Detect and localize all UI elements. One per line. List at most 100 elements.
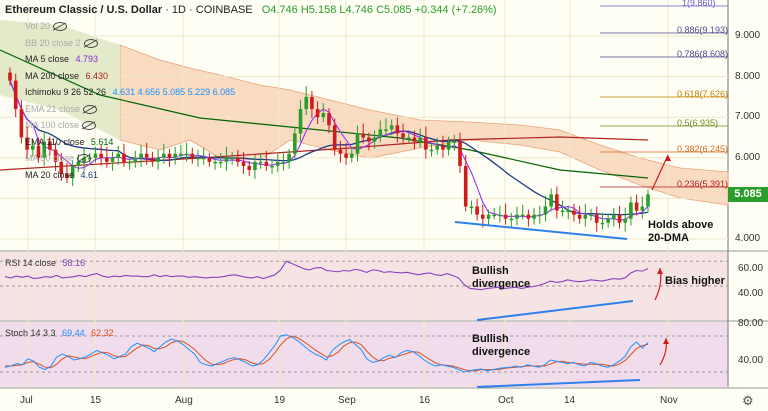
indicator-legend-row[interactable]: Vol 20	[25, 20, 68, 32]
price-tick: 9.000	[735, 30, 761, 41]
time-tick: Nov	[660, 395, 678, 406]
candle-body	[634, 202, 639, 211]
settings-gear-icon[interactable]: ⚙	[742, 393, 754, 408]
fib-label: 0.236(5.391)	[677, 179, 729, 189]
candle-body	[65, 174, 69, 179]
candle-body	[59, 161, 64, 175]
candle-body	[612, 214, 616, 219]
rsi-legend: RSI 14 close 58.16	[5, 257, 85, 269]
indicator-legend-row[interactable]: BB 20 close 2	[25, 37, 98, 49]
fib-label: 0.382(6.245)	[677, 144, 729, 154]
candle-body	[509, 218, 514, 221]
candle-body	[53, 149, 58, 162]
candle-body	[640, 206, 645, 211]
candle-body	[293, 133, 297, 154]
rsi-line	[4, 260, 649, 291]
indicator-legend-row[interactable]: EMA 110 close 5.614	[25, 136, 113, 148]
indicator-legend-row[interactable]: MA 200 close 6.430	[25, 70, 108, 82]
candle-body	[150, 157, 155, 162]
candle-body	[617, 214, 622, 223]
indicator-label: MA 50 close	[25, 153, 75, 163]
candle-body	[133, 157, 138, 162]
indicator-label: MA 5 close	[25, 54, 70, 64]
hidden-eye-icon[interactable]	[83, 38, 98, 48]
candle-body	[173, 153, 177, 158]
candle-body	[594, 214, 599, 223]
hidden-eye-icon[interactable]	[53, 22, 68, 32]
candle-body	[503, 214, 508, 219]
rsi-value: 58.16	[62, 258, 86, 268]
time-tick: Oct	[498, 395, 514, 406]
rsi-label: RSI 14 close	[5, 258, 57, 268]
hidden-eye-icon[interactable]	[83, 104, 98, 114]
candle-body	[475, 206, 479, 215]
candle-body	[367, 137, 371, 142]
candle-body	[156, 157, 160, 162]
hidden-eye-icon[interactable]	[77, 154, 92, 164]
candle-body	[236, 157, 240, 162]
rsi-bullish-divergence-label: Bullish divergence	[472, 265, 531, 290]
fib-label: 0.886(9.193)	[677, 25, 729, 35]
candle-body	[395, 125, 400, 134]
chart-header: Ethereum Classic / U.S. Dollar · 1D · CO…	[5, 4, 497, 16]
candle-body	[298, 109, 303, 134]
price-tick: 4.000	[735, 233, 761, 244]
candle-body	[8, 72, 12, 81]
candle-body	[30, 145, 35, 150]
candle-body	[401, 133, 405, 138]
indicator-label: MA 200 close	[25, 70, 80, 81]
candle-body	[355, 133, 360, 154]
ohlc-values: O4.746 H5.158 L4.746 C5.085 +0.344 (+7.2…	[261, 4, 497, 16]
indicator-legend-row[interactable]: Ichimoku 9 26 52 26 4.631 4.656 5.085 5.…	[25, 86, 235, 98]
indicator-label: Ichimoku 9 26 52 26	[25, 87, 107, 97]
candle-body	[144, 153, 149, 158]
candle-body	[543, 206, 548, 215]
hidden-eye-icon[interactable]	[82, 121, 97, 131]
bias-higher-label: Bias higher	[665, 275, 725, 287]
time-tick: 15	[90, 395, 102, 406]
candle-body	[583, 214, 588, 219]
time-tick: 14	[564, 395, 576, 406]
candle-body	[446, 141, 451, 150]
candle-body	[452, 141, 457, 144]
candle-body	[139, 153, 143, 158]
candle-body	[105, 157, 109, 162]
indicator-legend-row[interactable]: MA 50 close	[25, 152, 92, 164]
holds-annotation: Holds above 20-DMA	[648, 219, 714, 244]
stoch-d-value: 62.32	[91, 328, 114, 338]
candle-body	[327, 113, 331, 126]
indicator-legend-row[interactable]: MA 5 close 4.793	[25, 53, 98, 65]
candle-body	[600, 222, 605, 225]
stoch-label: Stoch 14 3 3	[5, 328, 56, 338]
interval[interactable]: 1D	[171, 4, 186, 16]
candle-body	[70, 165, 75, 179]
candle-body	[207, 157, 212, 162]
candle-body	[110, 157, 115, 162]
candle-body	[412, 137, 417, 142]
grid-lines	[0, 0, 728, 387]
candle-body	[492, 214, 496, 217]
indicator-label: Vol 20	[25, 21, 51, 31]
candle-body	[486, 214, 491, 219]
candle-body	[418, 137, 422, 142]
candle-body	[526, 214, 531, 219]
candle-body	[629, 202, 633, 219]
indicator-legend-row[interactable]: MA 20 close 4.61	[25, 169, 98, 181]
price-tick: 6.000	[735, 151, 761, 163]
candle-body	[218, 161, 223, 164]
candle-body	[498, 214, 502, 217]
price-divergence-line	[454, 221, 628, 240]
candle-body	[230, 157, 234, 160]
candle-body	[424, 137, 428, 150]
exchange: COINBASE	[195, 4, 253, 16]
candle-body	[179, 153, 183, 156]
candle-body	[361, 133, 365, 138]
ichimoku-cloud	[0, 20, 729, 206]
rsi-divergence-line	[476, 300, 634, 321]
indicator-label: MA 20 close	[25, 169, 75, 180]
candle-body	[577, 214, 582, 219]
time-tick: Jul	[20, 395, 33, 406]
indicator-legend-row[interactable]: EMA 21 close	[25, 103, 98, 115]
indicator-legend-row[interactable]: MA 100 close	[25, 119, 97, 131]
